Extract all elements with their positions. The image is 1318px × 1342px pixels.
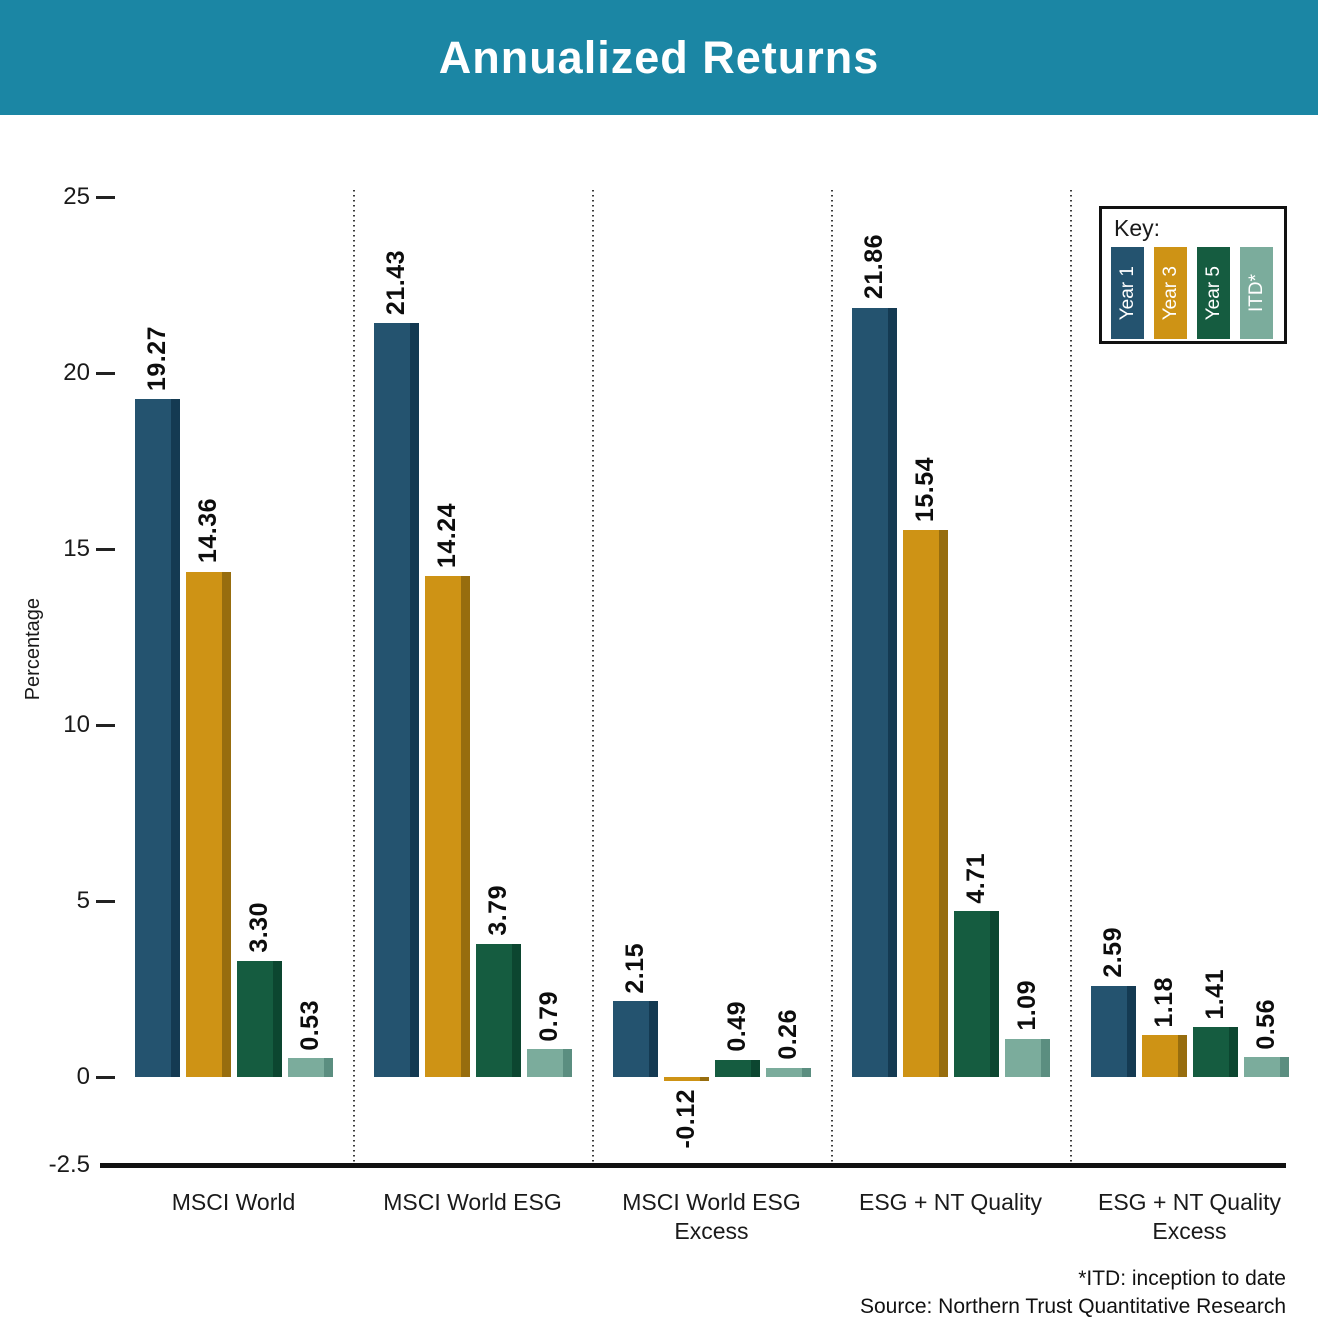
bar-value-label: 14.24 (432, 502, 461, 568)
bar-year-3 (903, 529, 948, 1077)
itd-footnote: *ITD: inception to date (1078, 1267, 1286, 1290)
bar-year-3 (186, 571, 231, 1077)
legend-swatch-year-1: Year 1 (1111, 247, 1144, 339)
y-tick-label: 15 (63, 535, 90, 562)
legend-swatch-label: Year 5 (1202, 265, 1224, 321)
y-tick-label: 20 (63, 359, 90, 386)
x-axis-group-label: MSCI World ESG (383, 1189, 562, 1215)
source-note: Source: Northern Trust Quantitative Rese… (859, 1295, 1286, 1318)
group-separator-line (592, 190, 594, 1163)
x-axis-group-label: MSCI World (171, 1189, 296, 1215)
bar-value-label: 19.27 (142, 325, 171, 391)
y-tick-label: 0 (76, 1063, 90, 1090)
legend-swatch-itd-: ITD* (1240, 247, 1273, 339)
bar-year-1 (1091, 985, 1136, 1077)
bar-year-1 (135, 398, 180, 1077)
x-axis-group-label: ESG + NT Quality Excess (1097, 1189, 1281, 1244)
bar-year-1 (852, 307, 897, 1077)
chart-title: Annualized Returns (438, 31, 880, 83)
bar-value-label: 1.09 (1012, 979, 1041, 1031)
bar-value-label: 2.59 (1098, 927, 1127, 978)
bar-year-5 (237, 960, 282, 1077)
bar-value-label: 0.49 (722, 1001, 751, 1052)
bar-value-label: 21.43 (381, 249, 410, 315)
bar-year-3 (664, 1077, 709, 1082)
y-tick-mark (96, 195, 115, 199)
bar-value-label: 0.79 (534, 990, 563, 1042)
y-tick-label: 25 (63, 183, 90, 210)
legend-swatch-label: Year 3 (1159, 265, 1181, 321)
y-tick-mark (96, 371, 115, 375)
bar-value-label: 1.18 (1149, 976, 1178, 1028)
y-tick-mark (96, 723, 115, 727)
bar-value-label: 3.79 (483, 884, 512, 936)
bar-itd- (1005, 1038, 1050, 1077)
bar-value-label: 1.41 (1200, 968, 1229, 1020)
bar-year-5 (476, 943, 521, 1077)
legend-items: Year 1 Year 3 Year 5 ITD* (1111, 247, 1273, 339)
legend-swatch-year-3: Year 3 (1154, 247, 1187, 339)
bar-value-label: 4.71 (961, 852, 990, 904)
y-tick-mark (96, 547, 115, 551)
bar-year-3 (425, 575, 470, 1077)
bar-year-5 (1193, 1027, 1238, 1077)
y-tick-label: -2.5 (48, 1151, 90, 1178)
bar-year-3 (1142, 1035, 1187, 1077)
y-axis-title: Percentage (22, 597, 44, 700)
x-axis-line (100, 1163, 1286, 1168)
bar-itd- (288, 1058, 333, 1077)
legend-title: Key: (1114, 215, 1161, 241)
legend-swatch-label: ITD* (1245, 274, 1267, 312)
bar-value-label: -0.12 (671, 1089, 700, 1149)
bar-value-label: 2.15 (620, 942, 649, 994)
y-tick-mark (96, 1075, 115, 1079)
bar-value-label: 3.30 (244, 902, 273, 953)
bar-value-label: 14.36 (193, 498, 222, 564)
bar-itd- (1244, 1057, 1289, 1077)
bar-year-1 (613, 1001, 658, 1077)
group-separator-line (353, 190, 355, 1163)
group-separator-line (831, 190, 833, 1163)
bar-value-label: 0.26 (773, 1009, 802, 1060)
bar-value-label: 0.53 (295, 999, 324, 1051)
bar-value-label: 0.56 (1251, 998, 1280, 1050)
legend-swatch-year-5: Year 5 (1197, 247, 1230, 339)
bar-itd- (527, 1049, 572, 1077)
bar-year-5 (954, 911, 999, 1077)
bar-value-label: 15.54 (910, 456, 939, 522)
footnotes: *ITD: inception to date Source: Northern… (860, 1265, 1286, 1321)
y-tick-label: 10 (63, 711, 90, 738)
chart-header: Annualized Returns (0, 0, 1318, 115)
bar-year-1 (374, 322, 419, 1077)
x-axis-group-label: MSCI World ESG Excess (622, 1189, 801, 1244)
x-axis-group-label: ESG + NT Quality (858, 1189, 1042, 1215)
y-tick-mark (96, 899, 115, 903)
bar-itd- (766, 1067, 811, 1077)
bar-year-5 (715, 1059, 760, 1077)
group-separator-line (1070, 190, 1072, 1163)
bar-value-label: 21.86 (859, 234, 888, 300)
legend-swatch-label: Year 1 (1116, 265, 1138, 321)
legend: Key: Year 1 Year 3 Year 5 ITD* (1099, 206, 1287, 344)
y-tick-label: 5 (76, 887, 90, 914)
